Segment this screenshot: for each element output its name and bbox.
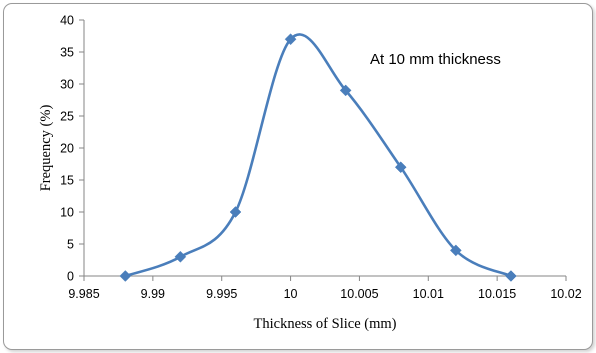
y-tick-label: 20 [60, 142, 74, 156]
x-tick-label: 10.005 [340, 287, 378, 301]
y-tick-label: 30 [60, 78, 74, 92]
data-point-marker [119, 270, 132, 282]
y-tick-label: 40 [60, 14, 74, 28]
x-tick-label: 10 [284, 287, 298, 301]
annotation-text: At 10 mm thickness [370, 51, 501, 68]
x-tick-label: 10.02 [550, 287, 581, 301]
y-tick-label: 15 [60, 174, 74, 188]
y-tick-label: 5 [67, 238, 74, 252]
x-tick-label: 10.01 [413, 287, 444, 301]
y-tick-label: 0 [67, 270, 74, 284]
y-tick-label: 10 [60, 206, 74, 220]
y-axis-title: Frequency (%) [38, 105, 54, 192]
x-tick-label: 10.015 [478, 287, 516, 301]
x-axis-ticks: 9.985 9.99 9.995 10 10.005 10.01 10.015 10.02 [68, 276, 582, 301]
y-tick-label: 35 [60, 46, 74, 60]
data-point-marker [449, 244, 462, 257]
series-line [124, 33, 512, 278]
data-point-marker [394, 161, 407, 174]
chart-frame [3, 3, 593, 350]
data-point-marker [505, 270, 517, 282]
data-point-marker [229, 206, 242, 218]
x-axis-title: Thickness of Slice (mm) [254, 316, 397, 332]
y-tick-label: 25 [60, 110, 74, 124]
y-axis-ticks: 0 5 10 15 20 25 30 35 40 [60, 14, 84, 284]
x-tick-label: 9.995 [206, 287, 237, 301]
marker-layer [119, 33, 517, 282]
data-point-marker [339, 84, 352, 97]
series-layer [124, 33, 512, 278]
data-point-marker [174, 250, 187, 263]
data-point-marker [284, 33, 297, 46]
x-tick-label: 9.99 [141, 287, 165, 301]
x-tick-label: 9.985 [68, 287, 99, 301]
